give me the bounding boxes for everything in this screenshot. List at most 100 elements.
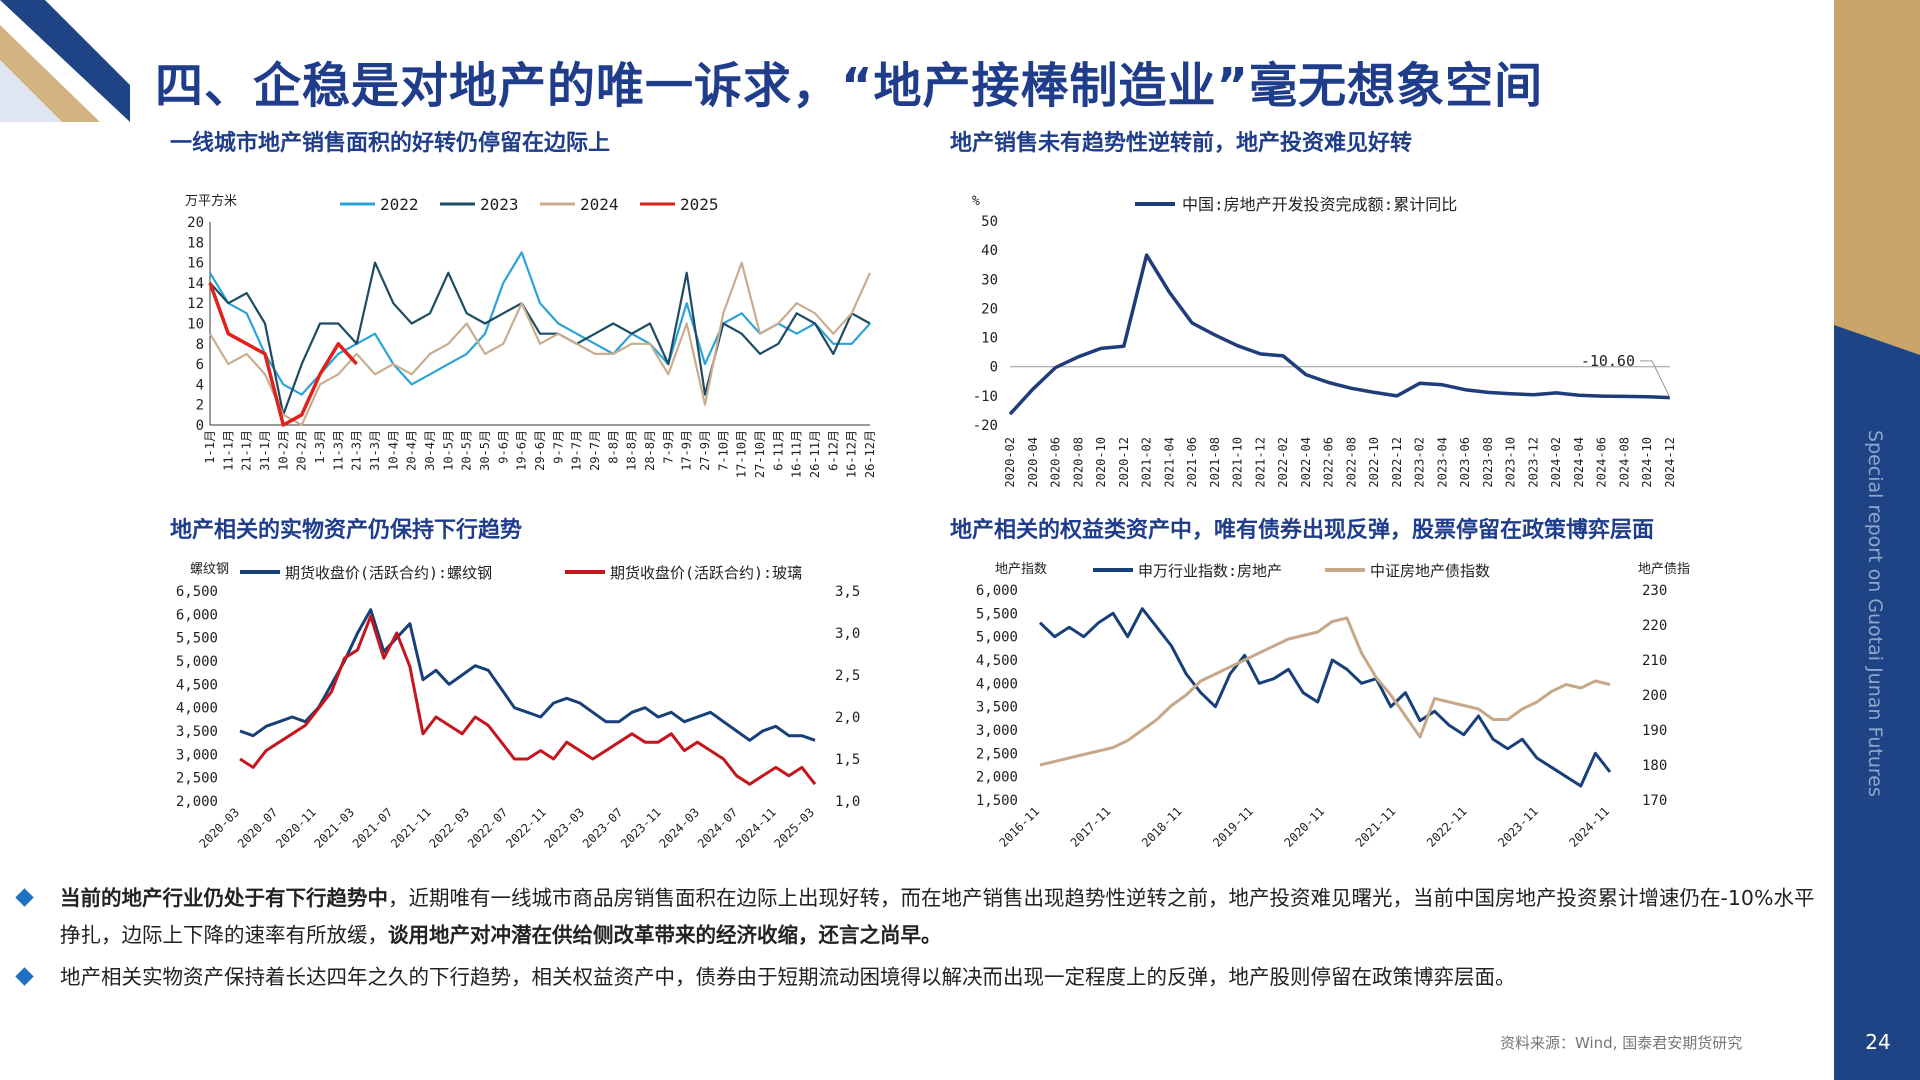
x-tick-label: 2022-07 [465, 805, 511, 851]
x-tick-label: 1-3月 [313, 430, 327, 464]
y-left-tick-label: 6,000 [176, 607, 218, 623]
y-axis-unit: % [972, 194, 980, 209]
x-tick-label: 31-1月 [258, 430, 272, 471]
y-right-tick-label: 190 [1642, 723, 1667, 739]
x-tick-label: 2022-06 [1322, 437, 1336, 488]
x-tick-label: 2020-11 [1281, 804, 1327, 850]
x-tick-label: 2021-11 [388, 805, 434, 851]
x-tick-label: 31-3月 [368, 430, 382, 471]
y-tick-label: 12 [187, 296, 204, 312]
x-tick-label: 2020-02 [1003, 437, 1017, 488]
y-left-tick-label: 6,000 [976, 583, 1018, 599]
y-left-tick-label: 4,000 [976, 676, 1018, 692]
chart-investment-yoy: -20 -10 0 10 20 30 40 50% 2020-02 2020-04 2020-06 2… [972, 194, 1677, 488]
y-tick-label: 14 [187, 276, 204, 292]
chart-physical-assets: 2,000 2,500 3,000 3,500 4,000 4,500 5,000 5,500… [176, 562, 860, 851]
x-tick-label: 2024-02 [1549, 437, 1563, 488]
y-tick-label: 0 [196, 418, 204, 434]
y-tick-label: 30 [981, 272, 998, 288]
series-line-2023 [209, 261, 871, 416]
legend-label: 2024 [580, 195, 619, 214]
y-left-tick-label: 4,000 [176, 701, 218, 717]
x-tick-label: 2021-11 [1353, 804, 1399, 850]
x-tick-label: 2025-03 [771, 805, 817, 851]
y-left-tick-label: 2,000 [176, 794, 218, 810]
x-tick-label: 2020-06 [1049, 437, 1063, 488]
x-tick-label: 2020-10 [1094, 437, 1108, 488]
page-number: 24 [1865, 1030, 1891, 1054]
x-tick-label: 2024-08 [1617, 437, 1631, 488]
y-tick-label: 0 [990, 360, 998, 376]
chart2-title: 地产销售未有趋势性逆转前，地产投资难见好转 [950, 131, 1413, 156]
x-tick-label: 26-11月 [808, 430, 822, 478]
y-right-axis-unit: 地产债指数 [1638, 562, 1690, 577]
x-tick-label: 2023-08 [1481, 437, 1495, 488]
page-title: 四、企稳是对地产的唯一诉求，“地产接棒制造业”毫无想象空间 [155, 58, 1544, 114]
series-line-2024 [209, 261, 872, 427]
x-tick-label: 2020-08 [1071, 437, 1085, 488]
x-tick-label: 2022-12 [1390, 437, 1404, 488]
x-tick-label: 11-3月 [331, 430, 345, 471]
corner-decoration [0, 0, 130, 122]
y-left-tick-label: 5,000 [976, 630, 1018, 646]
x-tick-label: 2021-10 [1231, 437, 1245, 488]
y-tick-label: -10 [973, 389, 998, 405]
x-tick-label: 16-11月 [790, 430, 804, 478]
x-tick-label: 17-9月 [680, 430, 694, 471]
x-tick-label: 2017-11 [1068, 804, 1114, 850]
y-tick-label: 16 [187, 256, 204, 272]
y-right-tick-label: 220 [1642, 618, 1667, 634]
x-tick-label: 2022-04 [1299, 437, 1313, 488]
x-tick-label: 2023-07 [580, 805, 626, 851]
y-left-axis-unit: 地产指数 [995, 562, 1047, 577]
x-tick-label: 2022-02 [1276, 437, 1290, 488]
y-tick-label: -20 [973, 418, 998, 434]
x-tick-label: 2018-11 [1139, 804, 1185, 850]
y-tick-label: 8 [196, 337, 204, 353]
x-tick-label: 2024-07 [695, 805, 741, 851]
x-tick-label: 18-8月 [625, 430, 639, 471]
y-right-tick-label: 1,000 [835, 794, 860, 810]
x-tick-label: 1-1月 [203, 430, 217, 464]
x-tick-label: 2021-07 [350, 805, 396, 851]
legend-label: 中国:房地产开发投资完成额:累计同比 [1182, 195, 1457, 214]
y-left-tick-label: 4,500 [976, 653, 1018, 669]
y-left-tick-label: 2,000 [976, 770, 1018, 786]
legend-label: 申万行业指数:房地产 [1138, 562, 1282, 580]
x-tick-label: 2024-10 [1640, 437, 1654, 488]
bullet-item: 地产相关实物资产保持着长达四年之久的下行趋势，相关权益资产中，债券由于短期流动困… [15, 959, 1818, 996]
y-left-tick-label: 3,500 [976, 700, 1018, 716]
y-left-tick-label: 3,000 [176, 747, 218, 763]
x-tick-label: 2020-03 [196, 805, 242, 851]
y-left-tick-label: 6,500 [176, 584, 218, 600]
x-tick-label: 30-4月 [423, 430, 437, 471]
y-tick-label: 6 [196, 357, 204, 373]
y-tick-label: 4 [196, 377, 204, 393]
y-right-tick-label: 1,500 [835, 752, 860, 768]
x-tick-label: 2022-10 [1367, 437, 1381, 488]
series-line-2022 [209, 251, 871, 396]
y-left-tick-label: 2,500 [176, 771, 218, 787]
y-left-tick-label: 1,500 [976, 793, 1018, 809]
x-tick-label: 2021-03 [311, 805, 357, 851]
x-tick-label: 28-8月 [643, 430, 657, 471]
x-tick-label: 2022-11 [503, 805, 549, 851]
bullet-list: 当前的地产行业仍处于有下行趋势中，近期唯有一线城市商品房销售面积在边际上出现好转… [15, 880, 1818, 1001]
series-line-0 [239, 608, 816, 742]
x-tick-label: 27-9月 [698, 430, 712, 471]
x-tick-label: 2016-11 [996, 804, 1042, 850]
x-tick-label: 2020-12 [1117, 437, 1131, 488]
series-line-2025 [208, 282, 358, 427]
x-tick-label: 2024-03 [656, 805, 702, 851]
y-left-tick-label: 5,500 [176, 631, 218, 647]
y-right-tick-label: 3,500 [835, 584, 860, 600]
x-tick-label: 2022-03 [426, 805, 472, 851]
x-tick-label: 11-1月 [221, 430, 235, 471]
x-tick-label: 2023-06 [1458, 437, 1472, 488]
chart3-title: 地产相关的实物资产仍保持下行趋势 [170, 518, 523, 543]
y-left-tick-label: 5,000 [176, 654, 218, 670]
x-tick-label: 19-7月 [570, 430, 584, 471]
x-tick-label: 26-12月 [863, 430, 877, 478]
chart4-title: 地产相关的权益类资产中，唯有债券出现反弹，股票停留在政策博弈层面 [950, 518, 1655, 543]
x-tick-label: 2024-12 [1663, 437, 1677, 488]
